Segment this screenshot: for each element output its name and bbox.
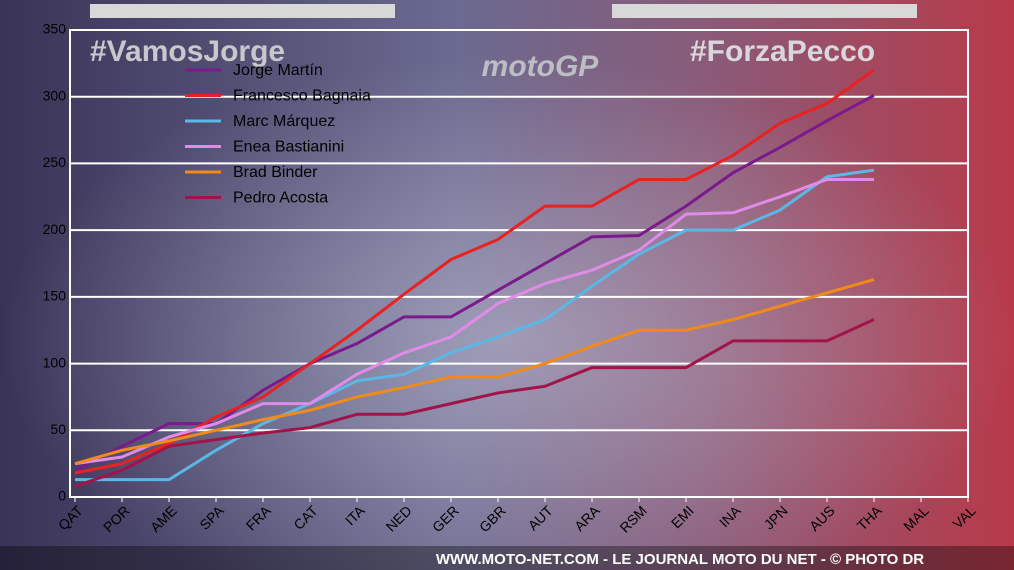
- logo-text: motoGP: [482, 50, 600, 83]
- y-tick-label: 150: [43, 288, 67, 304]
- y-tick-label: 50: [50, 421, 66, 437]
- footer-band: [0, 546, 1014, 570]
- legend-label: Brad Binder: [233, 164, 318, 181]
- hashtag: #ForzaPecco: [690, 35, 875, 68]
- legend-label: Francesco Bagnaia: [233, 88, 371, 105]
- footer: WWW.MOTO-NET.COM - LE JOURNAL MOTO DU NE…: [436, 551, 924, 568]
- legend-label: Marc Márquez: [233, 113, 335, 130]
- series-line: [74, 177, 874, 466]
- y-tick-label: 0: [58, 488, 66, 504]
- series-line: [75, 168, 875, 482]
- series-line: [74, 278, 875, 466]
- y-tick-label: 250: [43, 154, 67, 170]
- legend-label: Jorge Martín: [233, 62, 323, 79]
- y-tick-label: 100: [43, 354, 67, 370]
- series-line: [74, 68, 875, 475]
- series-line: [74, 94, 875, 472]
- banner-bar: [90, 4, 395, 18]
- y-tick-label: 300: [43, 87, 67, 103]
- legend-label: Enea Bastianini: [233, 139, 344, 156]
- y-tick-label: 200: [43, 221, 67, 237]
- y-tick-label: 350: [43, 21, 67, 37]
- banner-bar: [612, 4, 917, 18]
- hashtag: #VamosJorge: [90, 35, 285, 68]
- legend-label: Pedro Acosta: [233, 190, 328, 207]
- series-line: [74, 318, 875, 488]
